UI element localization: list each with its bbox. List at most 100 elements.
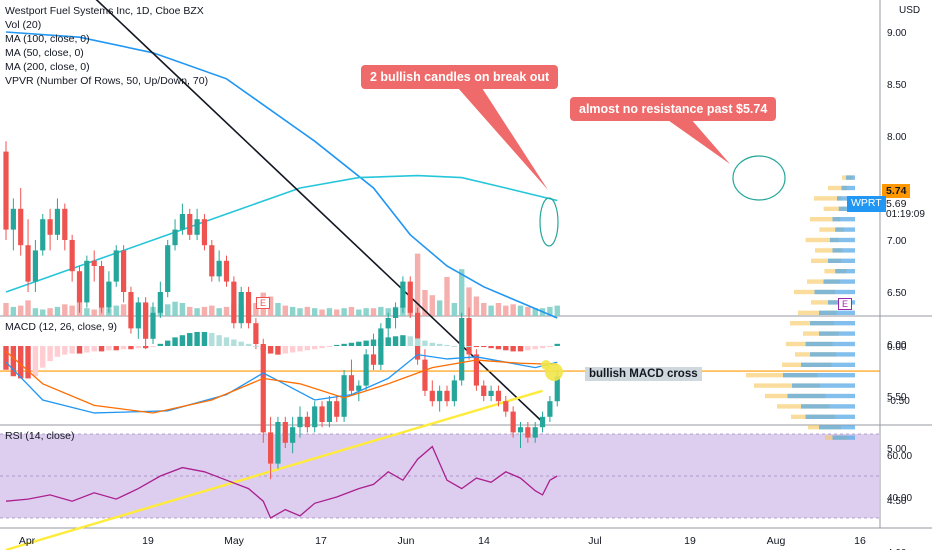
volume-bar	[466, 287, 472, 316]
candle-body	[510, 411, 516, 433]
earnings-marker-past[interactable]: E	[256, 297, 271, 309]
macd-hist-bar	[356, 341, 362, 346]
candle-body	[76, 271, 83, 303]
macd-hist-bar	[370, 339, 377, 346]
macd-hist-bar	[436, 343, 443, 346]
volume-bar	[414, 253, 421, 316]
vpvr-up-row	[810, 321, 855, 326]
resistance-ellipse	[732, 155, 786, 201]
candle-body	[282, 422, 288, 443]
candle-body	[532, 427, 538, 438]
macd-hist-bar	[326, 346, 333, 348]
volume-bar	[18, 305, 24, 316]
macd-hist-bar	[106, 346, 112, 351]
macd-hist-bar	[47, 346, 53, 362]
legend-ma200[interactable]: MA (200, close, 0)	[5, 61, 90, 73]
resistance-price-tag: 5.74	[882, 184, 911, 198]
macd-hist-bar	[334, 344, 340, 346]
volume-bar	[429, 295, 435, 316]
macd-hist-bar	[113, 346, 119, 351]
volume-bar	[282, 305, 288, 316]
callout-breakout: 2 bullish candles on break out	[361, 65, 559, 89]
macd-hist-bar	[378, 338, 384, 346]
volume-bar	[334, 309, 340, 316]
volume-bar	[179, 303, 186, 316]
price-tick-label: 9.00	[887, 28, 907, 39]
rsi-title[interactable]: RSI (14, close)	[5, 430, 75, 442]
legend-vol[interactable]: Vol (20)	[5, 19, 42, 31]
candle-body	[69, 240, 75, 272]
macd-hist-bar	[25, 346, 31, 379]
volume-bar	[341, 308, 347, 316]
volume-bar	[312, 308, 318, 316]
breakout-pointer	[458, 88, 548, 190]
candle-body	[459, 318, 465, 381]
macd-hist-bar	[422, 340, 428, 346]
volume-bar	[370, 308, 377, 316]
macd-hist-bar	[348, 342, 355, 346]
candle-body	[312, 406, 318, 428]
macd-hist-bar	[18, 346, 24, 379]
candle-body	[106, 281, 112, 308]
chart-legend: Westport Fuel Systems Inc, 1D, Cboe BZX …	[5, 4, 208, 88]
vpvr-down-row	[810, 217, 841, 222]
macd-hist-bar	[532, 346, 538, 350]
time-tick-label: May	[224, 535, 245, 547]
candle-body	[40, 219, 46, 251]
candle-body	[238, 292, 244, 324]
time-tick-label: 16	[854, 535, 866, 547]
macd-hist-bar	[466, 346, 472, 347]
time-tick-label: Aug	[767, 535, 786, 547]
candle-body	[429, 390, 435, 402]
currency-label: USD	[899, 5, 921, 16]
macd-title[interactable]: MACD (12, 26, close, 9)	[5, 321, 118, 333]
legend-vpvr[interactable]: VPVR (Number Of Rows, 50, Up/Down, 70)	[5, 75, 209, 87]
countdown-tag: 01:19:09	[886, 209, 925, 220]
macd-hist-bar	[495, 346, 502, 350]
macd-hist-bar	[98, 346, 105, 352]
macd-hist-bar	[517, 346, 524, 352]
candle-body	[268, 432, 274, 464]
legend-ma100[interactable]: MA (100, close, 0)	[5, 33, 90, 45]
macd-hist-bar	[84, 346, 90, 353]
macd-hist-bar	[76, 346, 83, 354]
candle-body	[297, 416, 303, 428]
macd-hist-bar	[554, 343, 560, 346]
vpvr-up-row	[846, 175, 855, 180]
candle-body	[400, 281, 406, 308]
macd-hist-bar	[238, 341, 244, 346]
candle-body	[245, 292, 252, 324]
legend-ma50[interactable]: MA (50, close, 0)	[5, 47, 84, 59]
time-tick-label: 19	[684, 535, 696, 547]
vpvr-up-row	[819, 331, 855, 336]
macd-hist-bar	[385, 337, 391, 346]
volume-bar	[304, 306, 311, 316]
vpvr-down-row	[819, 227, 845, 232]
vpvr-down-row	[811, 300, 842, 305]
macd-hist-bar	[165, 340, 171, 346]
price-tick-label: 8.00	[887, 132, 907, 143]
volume-bar	[525, 306, 531, 316]
candle-body	[54, 208, 61, 235]
vpvr-up-row	[810, 352, 855, 357]
candle-body	[91, 260, 97, 266]
candle-body	[385, 318, 391, 329]
macd-hist-bar	[525, 346, 531, 351]
vpvr-down-row	[746, 373, 818, 378]
candle-body	[466, 318, 472, 355]
macd-hist-bar	[32, 346, 39, 377]
earnings-marker-future[interactable]: E	[838, 298, 853, 310]
volume-bar	[54, 306, 61, 316]
volume-bar	[444, 277, 450, 316]
volume-bar	[187, 306, 193, 316]
volume-bar	[326, 308, 333, 316]
vpvr-up-row	[801, 404, 855, 409]
overlay-shapes	[458, 88, 786, 381]
vpvr-up-row	[835, 227, 855, 232]
macd-hist-bar	[172, 337, 178, 346]
candle-body	[392, 307, 399, 318]
candle-body	[481, 385, 487, 396]
macd-hist-bar	[209, 333, 215, 346]
macd-hist-bar	[488, 346, 494, 349]
